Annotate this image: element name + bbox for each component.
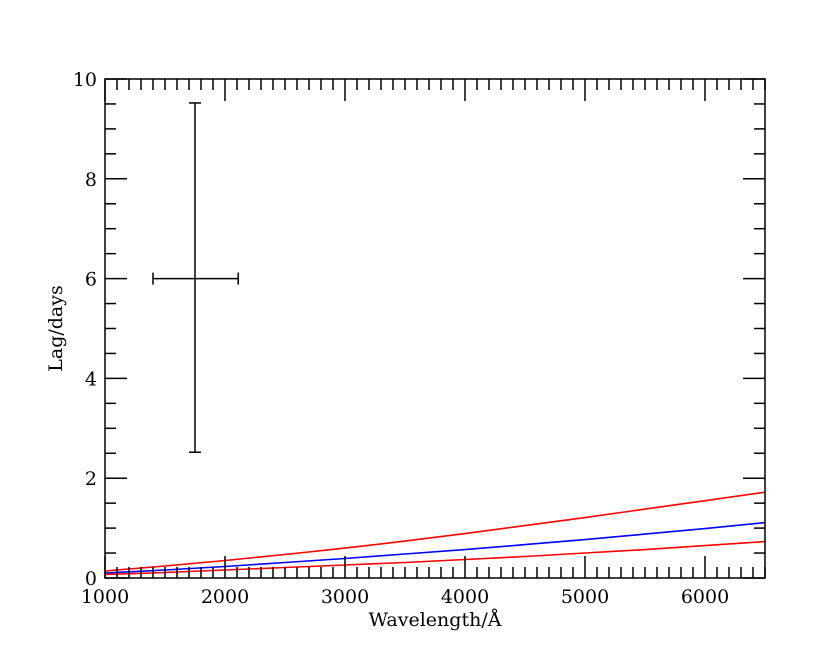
y-axis-label: Lag/days (45, 285, 67, 371)
y-tick-label: 0 (85, 568, 97, 590)
plot-frame (104, 78, 766, 579)
x-tick-label: 4000 (441, 586, 489, 608)
x-tick-label: 2000 (201, 586, 249, 608)
x-axis-label: Wavelength/Å (369, 609, 502, 631)
y-tick-label: 6 (85, 269, 97, 291)
x-tick-label: 5000 (561, 586, 609, 608)
y-tick-label: 8 (85, 169, 97, 191)
y-tick-label: 10 (73, 69, 97, 91)
y-tick-label: 2 (85, 468, 97, 490)
x-tick-label: 1000 (81, 586, 129, 608)
series-line-3 (104, 540, 766, 576)
x-tick-label: 6000 (681, 586, 729, 608)
x-tick-label: 3000 (321, 586, 369, 608)
series-line-1 (104, 491, 766, 572)
curves-layer (104, 491, 766, 576)
tick-labels: 1000 2000 3000 4000 5000 6000 0 2 4 6 8 10 (73, 69, 729, 608)
series-line-2 (104, 521, 766, 574)
axis-ticks (104, 78, 766, 579)
error-bar-point (152, 102, 239, 454)
y-tick-label: 4 (85, 368, 97, 390)
